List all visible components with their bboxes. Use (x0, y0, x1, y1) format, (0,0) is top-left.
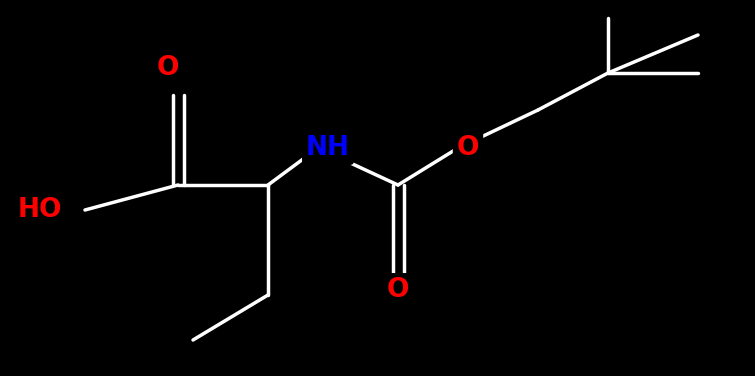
Text: O: O (457, 135, 479, 161)
Text: NH: NH (306, 135, 350, 161)
Text: HO: HO (17, 197, 62, 223)
Text: O: O (387, 277, 409, 303)
Text: O: O (157, 55, 179, 81)
